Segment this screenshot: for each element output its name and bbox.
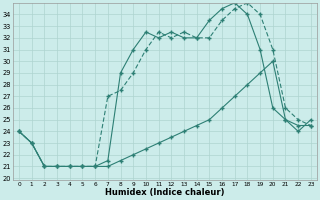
X-axis label: Humidex (Indice chaleur): Humidex (Indice chaleur) [105, 188, 225, 197]
